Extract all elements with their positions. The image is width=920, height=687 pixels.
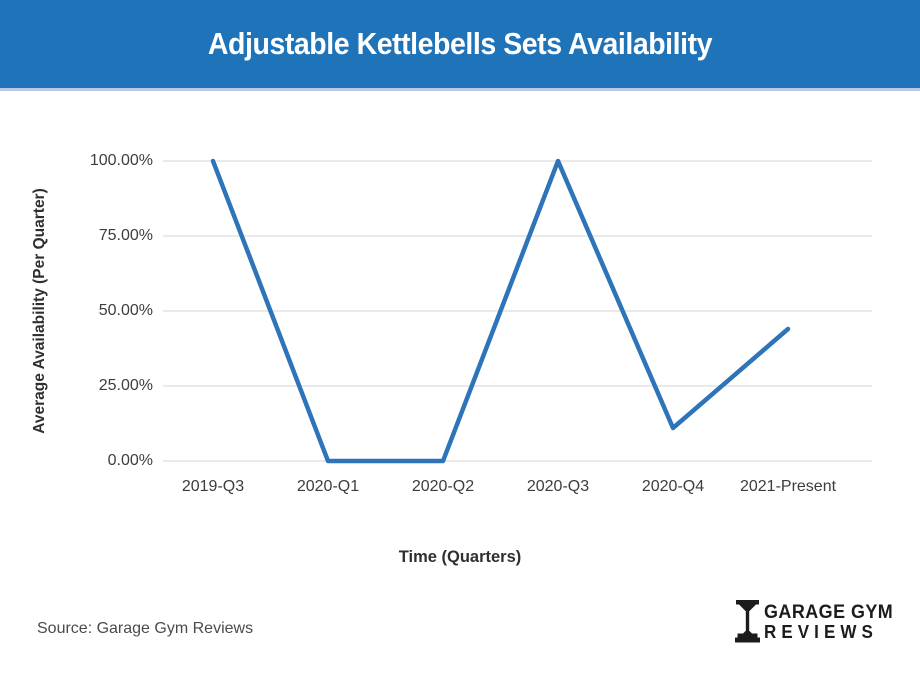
header-banner: Adjustable Kettlebells Sets Availability — [0, 0, 920, 91]
availability-line — [210, 158, 791, 464]
x-tick-label: 2020-Q1 — [296, 478, 360, 495]
source-note: Source: Garage Gym Reviews — [37, 620, 254, 637]
x-tick-label: 2021-Present — [739, 478, 837, 495]
y-tick-label: 100.00% — [89, 152, 153, 169]
brand-logo-line2: REVIEWS — [764, 620, 878, 642]
dumbbell-icon — [735, 600, 760, 643]
chart-title: Adjustable Kettlebells Sets Availability — [207, 26, 713, 61]
x-tick-label: 2020-Q3 — [526, 478, 590, 495]
y-tick-label: 75.00% — [98, 227, 153, 244]
brand-logo-line1: GARAGE GYM — [764, 600, 894, 623]
brand-logo-text: GARAGE GYM REVIEWS — [764, 602, 904, 642]
x-axis-title: Time (Quarters) — [398, 548, 522, 566]
y-axis-title: Average Availability (Per Quarter) — [31, 188, 48, 434]
x-tick-label: 2019-Q3 — [181, 478, 245, 495]
y-tick-label: 0.00% — [107, 452, 153, 469]
y-tick-label: 25.00% — [98, 377, 153, 394]
x-tick-label: 2020-Q4 — [641, 478, 705, 495]
y-tick-label: 50.00% — [98, 302, 153, 319]
x-tick-label: 2020-Q2 — [411, 478, 475, 495]
brand-logo: GARAGE GYM REVIEWS — [735, 600, 904, 643]
